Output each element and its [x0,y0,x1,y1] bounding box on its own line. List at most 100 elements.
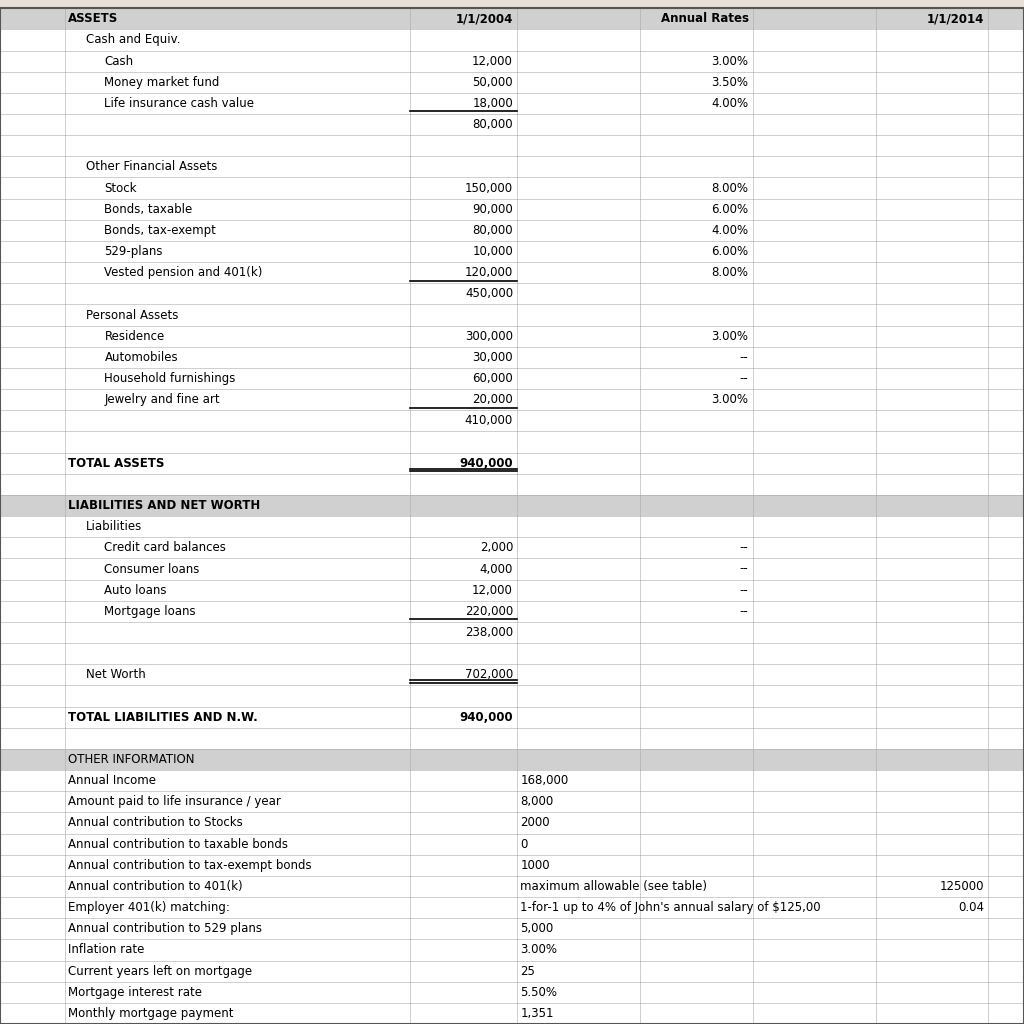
Bar [0,93,1024,114]
Text: 4.00%: 4.00% [712,97,749,110]
Text: --: -- [739,605,749,617]
Text: Annual Income: Annual Income [68,774,156,787]
Bar [0,792,1024,812]
Text: 90,000: 90,000 [472,203,513,216]
Text: 168,000: 168,000 [520,774,568,787]
Text: Annual contribution to taxable bonds: Annual contribution to taxable bonds [68,838,288,851]
Text: TOTAL LIABILITIES AND N.W.: TOTAL LIABILITIES AND N.W. [68,711,257,724]
Text: 1000: 1000 [520,859,550,871]
Text: 300,000: 300,000 [465,330,513,343]
Text: --: -- [739,351,749,364]
Bar [0,855,1024,876]
Text: --: -- [739,542,749,554]
Text: 3.00%: 3.00% [712,393,749,407]
Bar [0,495,1024,516]
Text: 125000: 125000 [940,880,984,893]
Text: Cash and Equiv.: Cash and Equiv. [86,34,180,46]
Bar [0,834,1024,855]
Text: --: -- [739,372,749,385]
Bar [0,939,1024,961]
Text: 60,000: 60,000 [472,372,513,385]
Bar [0,558,1024,580]
Text: 8.00%: 8.00% [712,266,749,280]
Text: Cash: Cash [104,54,133,68]
Text: 0.04: 0.04 [958,901,984,914]
Bar [0,516,1024,538]
Text: 450,000: 450,000 [465,288,513,300]
Text: 12,000: 12,000 [472,54,513,68]
Bar [0,220,1024,241]
Bar [0,982,1024,1002]
Text: 80,000: 80,000 [472,118,513,131]
Text: Automobiles: Automobiles [104,351,178,364]
Text: 20,000: 20,000 [472,393,513,407]
Text: Residence: Residence [104,330,165,343]
Text: maximum allowable (see table): maximum allowable (see table) [520,880,708,893]
Text: 5,000: 5,000 [520,923,553,935]
Text: 3.00%: 3.00% [520,943,557,956]
Text: Stock: Stock [104,181,137,195]
Bar [0,622,1024,643]
Bar [0,770,1024,792]
Text: 150,000: 150,000 [465,181,513,195]
Bar [0,284,1024,304]
Bar [0,304,1024,326]
Bar [0,241,1024,262]
Text: Bonds, tax-exempt: Bonds, tax-exempt [104,224,216,237]
Text: LIABILITIES AND NET WORTH: LIABILITIES AND NET WORTH [68,499,260,512]
Text: 80,000: 80,000 [472,224,513,237]
Bar [0,961,1024,982]
Text: 25: 25 [520,965,536,978]
Bar [0,728,1024,749]
Text: Consumer loans: Consumer loans [104,562,200,575]
Bar [0,411,1024,431]
Text: 30,000: 30,000 [472,351,513,364]
Text: Annual Rates: Annual Rates [660,12,749,26]
Text: 238,000: 238,000 [465,626,513,639]
Bar [0,347,1024,368]
Text: Annual contribution to 529 plans: Annual contribution to 529 plans [68,923,261,935]
Bar [0,538,1024,558]
Text: 702,000: 702,000 [465,669,513,681]
Text: Personal Assets: Personal Assets [86,308,178,322]
Bar [0,50,1024,72]
Text: 940,000: 940,000 [460,711,513,724]
Bar [0,8,1024,30]
Bar [0,326,1024,347]
Text: Annual contribution to 401(k): Annual contribution to 401(k) [68,880,243,893]
Text: Money market fund: Money market fund [104,76,220,89]
Text: 4,000: 4,000 [479,562,513,575]
Bar [0,262,1024,284]
Bar [0,157,1024,177]
Bar [0,177,1024,199]
Text: Credit card balances: Credit card balances [104,542,226,554]
Text: 18,000: 18,000 [472,97,513,110]
Bar [0,114,1024,135]
Bar [0,368,1024,389]
Text: ASSETS: ASSETS [68,12,118,26]
Bar [0,707,1024,728]
Bar [0,431,1024,453]
Text: 120,000: 120,000 [465,266,513,280]
Text: Amount paid to life insurance / year: Amount paid to life insurance / year [68,796,281,808]
Text: 2000: 2000 [520,816,550,829]
Text: 529-plans: 529-plans [104,245,163,258]
Text: 8,000: 8,000 [520,796,553,808]
Bar [0,474,1024,495]
Text: 12,000: 12,000 [472,584,513,597]
Text: 6.00%: 6.00% [712,245,749,258]
Text: 4.00%: 4.00% [712,224,749,237]
Text: 3.50%: 3.50% [712,76,749,89]
Text: Inflation rate: Inflation rate [68,943,144,956]
Bar [0,685,1024,707]
Text: 220,000: 220,000 [465,605,513,617]
Text: 50,000: 50,000 [472,76,513,89]
Text: Vested pension and 401(k): Vested pension and 401(k) [104,266,263,280]
Text: 3.00%: 3.00% [712,54,749,68]
Text: Other Financial Assets: Other Financial Assets [86,161,217,173]
Bar [0,601,1024,622]
Text: 2,000: 2,000 [479,542,513,554]
Text: OTHER INFORMATION: OTHER INFORMATION [68,753,195,766]
Text: 1,351: 1,351 [520,1007,554,1020]
Text: --: -- [739,584,749,597]
